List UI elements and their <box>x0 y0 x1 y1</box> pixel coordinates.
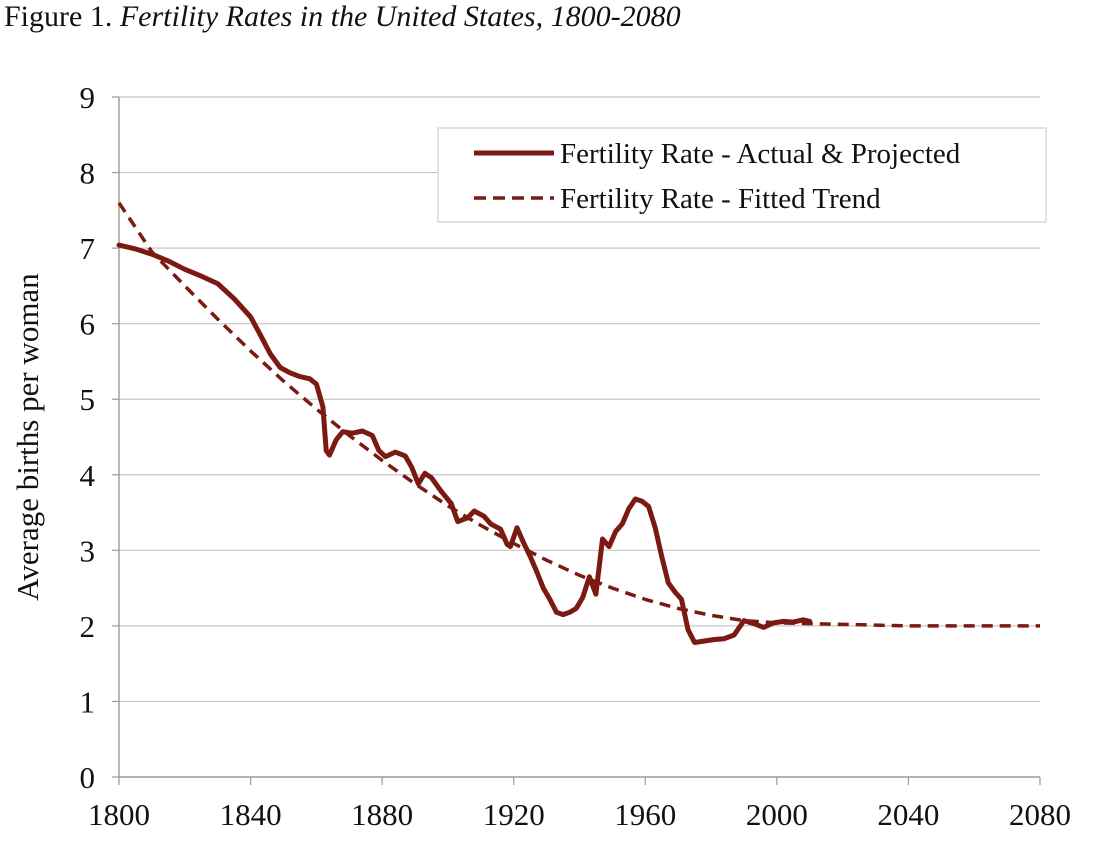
legend-box <box>437 127 1047 223</box>
figure-label: Figure 1. <box>4 0 113 33</box>
x-tick-label-1960: 1960 <box>614 797 676 832</box>
y-tick-label-5: 5 <box>80 382 96 417</box>
x-tick-label-2080: 2080 <box>1009 797 1071 832</box>
x-tick-label-2000: 2000 <box>746 797 808 832</box>
y-tick-label-0: 0 <box>80 760 96 795</box>
x-tick-labels: 1800 1840 1880 1920 1960 2000 2040 2080 <box>88 797 1071 832</box>
legend-label-trend: Fertility Rate - Fitted Trend <box>560 183 881 215</box>
series-lines <box>116 201 1040 645</box>
x-tick-label-1880: 1880 <box>351 797 413 832</box>
y-tick-label-2: 2 <box>80 609 96 644</box>
series-line-fitted-trend <box>117 201 1040 628</box>
figure-title-text: Fertility Rates in the United States, 18… <box>119 0 681 33</box>
y-axis-label: Average births per woman <box>10 273 45 601</box>
x-tick-label-2040: 2040 <box>877 797 939 832</box>
axes <box>112 96 1041 785</box>
series-line-actual-projected <box>116 242 813 645</box>
y-tick-label-6: 6 <box>80 307 96 342</box>
y-tick-label-7: 7 <box>80 231 96 266</box>
x-tick-label-1840: 1840 <box>220 797 282 832</box>
y-tick-label-3: 3 <box>80 533 96 568</box>
figure-title: Figure 1. Fertility Rates in the United … <box>4 0 681 34</box>
x-tick-label-1920: 1920 <box>483 797 545 832</box>
y-tick-label-8: 8 <box>80 156 96 191</box>
y-tick-label-9: 9 <box>80 80 96 115</box>
x-tick-label-1800: 1800 <box>88 797 150 832</box>
y-tick-label-4: 4 <box>80 458 96 493</box>
y-tick-labels: 0 1 2 3 4 5 6 7 8 9 <box>80 80 96 795</box>
legend: Fertility Rate - Actual & Projected Fert… <box>437 127 1047 223</box>
y-tick-label-1: 1 <box>80 684 96 719</box>
legend-label-actual: Fertility Rate - Actual & Projected <box>560 138 961 170</box>
